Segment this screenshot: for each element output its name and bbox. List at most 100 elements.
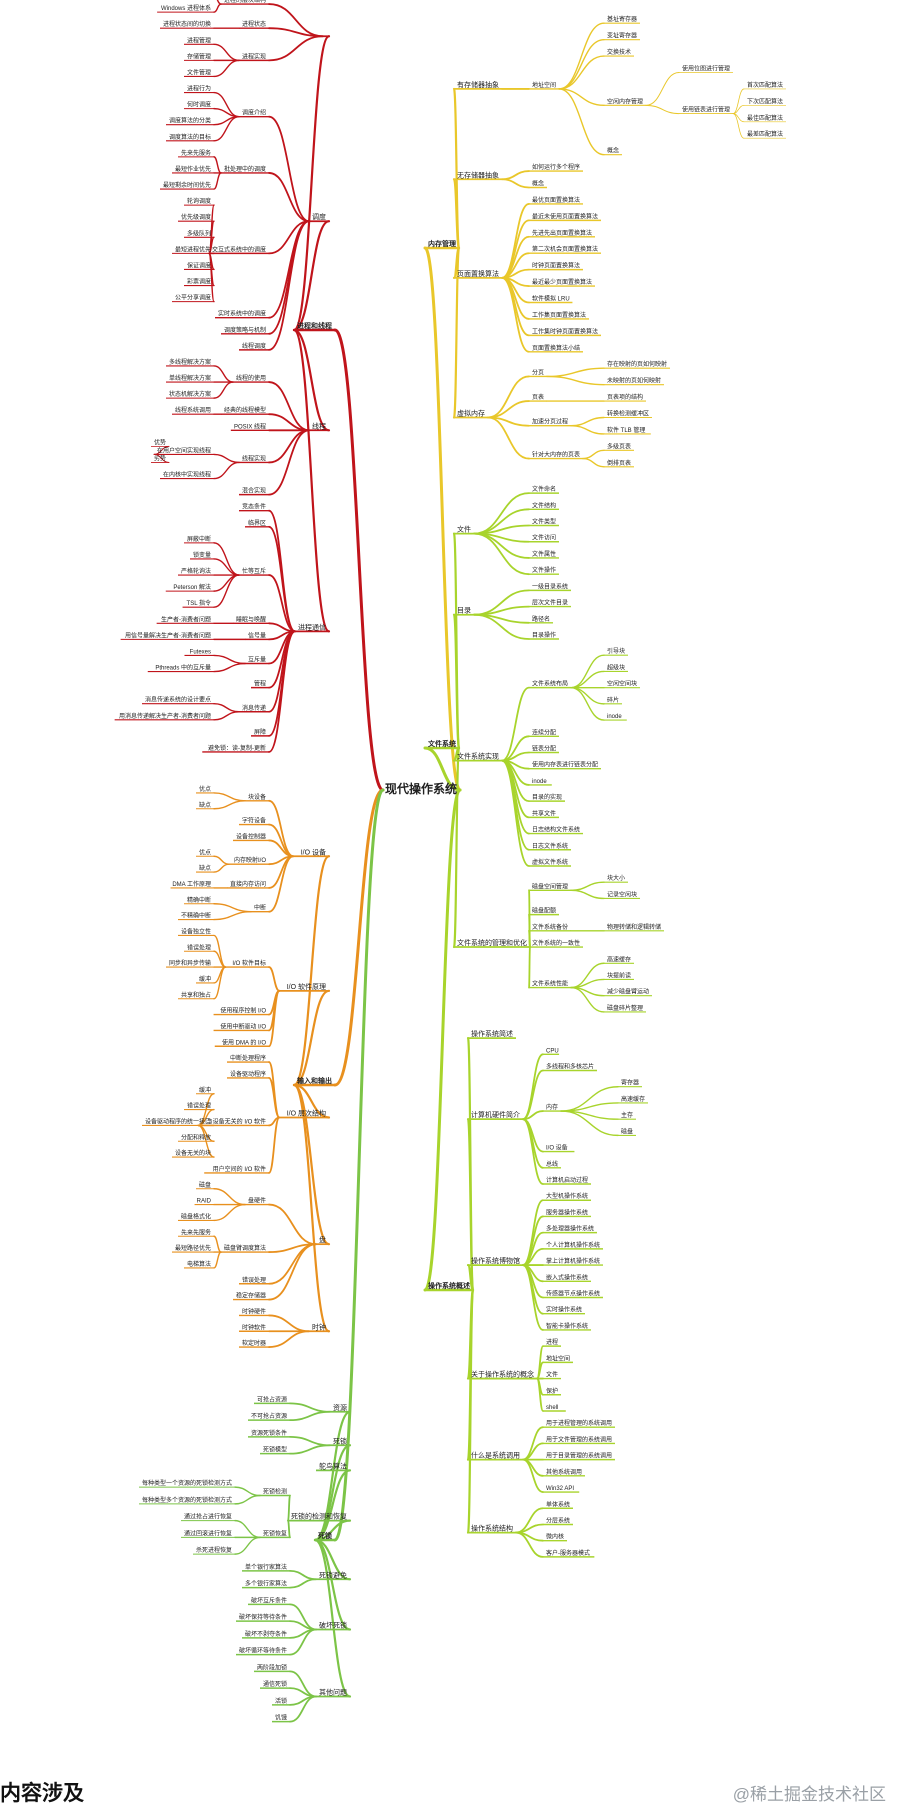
branch-connector [522, 1069, 544, 1121]
mind-map-node: 用于目录管理的系统调用 [546, 1452, 612, 1460]
mind-map-node: 磁盘 [199, 1181, 211, 1189]
branch-connector [292, 328, 331, 633]
mind-map-node: 文件管理 [187, 68, 211, 76]
branch-connector [423, 246, 462, 792]
mind-map-node: 临界区 [248, 519, 266, 527]
branch-connector [292, 328, 331, 432]
branch-connector [313, 1469, 352, 1542]
branch-connector [473, 492, 530, 535]
branch-connector [289, 1569, 317, 1581]
branch-connector [466, 1288, 475, 1534]
mind-map-node: 缺点 [199, 801, 211, 809]
mind-map-node: 先来先服务 [181, 149, 211, 157]
branch-connector [515, 1531, 544, 1558]
mind-map-node: 使用内存表进行链表分配 [532, 761, 598, 769]
branch-connector [268, 429, 310, 464]
mind-map-node: 设备独立性 [181, 927, 211, 935]
branch-connector [487, 416, 530, 460]
branch-connector [292, 35, 331, 332]
mind-map-node: 基址寄存器 [607, 15, 637, 23]
branch-connector [213, 654, 246, 665]
mind-map-node: 互斥量 [248, 656, 266, 664]
branch-connector [570, 416, 605, 427]
mind-map-node: 未映射的页如何映射 [607, 377, 661, 385]
mind-map-node: 与设备无关的 I/O 软件 [207, 1117, 266, 1125]
mind-map-node: 日志文件系统 [532, 842, 568, 850]
branch-connector [289, 1402, 331, 1413]
mind-map-node: 调度算法的分类 [169, 117, 211, 125]
mind-map-node: 在内核中实现线程 [163, 471, 211, 479]
mind-map-node: 不精确中断 [181, 912, 211, 920]
branch-connector [213, 574, 240, 592]
mind-map-node: 用消息传递解决生产者-消费者问题 [119, 712, 211, 720]
branch-connector [732, 88, 745, 114]
mind-map-node: 第二次机会页面置换算法 [532, 245, 598, 253]
mind-map-node: 管程 [254, 680, 266, 688]
mind-map-node: 无存储器抽象 [457, 170, 499, 179]
branch-connector [268, 35, 324, 62]
mind-map-node: Windows 进程体系 [161, 4, 211, 12]
branch-connector [501, 759, 530, 867]
mind-map-node: 饥饿 [275, 1714, 287, 1722]
mind-map-node: 目录操作 [532, 631, 556, 639]
mind-map-node: Win32 API [546, 1486, 574, 1492]
mind-map-node: CPU [546, 1048, 559, 1054]
mind-map-node: 生产者-消费者问题 [161, 615, 211, 623]
mind-map-node: 锁变量 [193, 551, 211, 559]
branch-connector [501, 686, 530, 762]
mind-map-node: RAID [197, 1199, 212, 1205]
branch-connector [213, 800, 246, 810]
mind-map-node: 文件系统的管理和优化 [457, 938, 527, 947]
branch-connector [268, 115, 310, 223]
mind-map-node: 减少磁盘臂运动 [607, 988, 649, 996]
mind-map-node: 记录空闲块 [607, 890, 637, 898]
mind-map-node: 文件 [457, 525, 471, 534]
mind-map-node: 最优页面置换算法 [532, 196, 580, 204]
mind-map-node: 死锁避免 [319, 1570, 347, 1579]
mind-map-node: 嵌入式操作系统 [546, 1273, 588, 1281]
mind-map-node: 高速缓存 [607, 955, 631, 963]
mind-map-node: Futexes [190, 649, 211, 655]
branch-connector [213, 43, 240, 62]
mind-map-node: 先来先服务 [181, 1228, 211, 1236]
mind-map-node: 先进先出页面置换算法 [532, 229, 592, 237]
branch-connector [268, 525, 296, 633]
branch-connector [423, 788, 462, 1292]
mind-map-node: 设备驱动程序的统一接口 [145, 1117, 211, 1125]
mind-map-node: 文件系统实现 [457, 752, 499, 761]
mind-map-node: 每种类型一个资源的死锁检测方式 [142, 1479, 232, 1487]
branch-connector [501, 276, 530, 353]
mind-map-node: 存储管理 [187, 52, 211, 60]
branch-connector [234, 1536, 261, 1555]
mind-map-node: 最短作业优先 [175, 165, 211, 173]
mind-map-node: 磁盘碎片整理 [607, 1004, 643, 1012]
mind-map-node: 单个银行家算法 [245, 1563, 287, 1571]
branch-connector [213, 910, 252, 921]
branch-connector [473, 524, 530, 535]
mind-map-node: 文件 [546, 1371, 558, 1379]
mind-map-node: 多个银行家算法 [245, 1580, 287, 1588]
footer-heading: 内容涉及 [0, 1782, 84, 1805]
mind-map-node: 死锁恢复 [263, 1529, 287, 1537]
mind-map-node: 个人计算机操作系统 [546, 1241, 600, 1249]
mind-map-node: 主存 [621, 1111, 633, 1119]
mind-map-node: 物理转储和逻辑转储 [607, 923, 661, 931]
branch-connector [213, 863, 230, 873]
branch-connector [292, 1083, 331, 1119]
branch-connector [287, 1519, 291, 1539]
branch-connector [473, 613, 530, 640]
branch-connector [452, 178, 461, 250]
mind-map-node: 层次文件目录 [532, 599, 568, 607]
branch-connector [570, 670, 605, 689]
mind-map-node: 线程调度 [242, 342, 266, 350]
branch-connector [234, 1494, 261, 1505]
mind-map-node: 错误处理 [187, 943, 211, 951]
branch-connector [732, 113, 745, 139]
branch-connector [536, 1377, 544, 1412]
mind-map-node: 调度策略与机制 [224, 326, 266, 334]
mind-map-node: 屏蔽中断 [187, 535, 211, 543]
branch-connector [466, 1118, 475, 1292]
mind-map-node: 概念 [607, 147, 619, 155]
mind-map-node: 睡眠与唤醒 [236, 615, 266, 623]
mind-map-node: 其他问题 [319, 1688, 347, 1697]
